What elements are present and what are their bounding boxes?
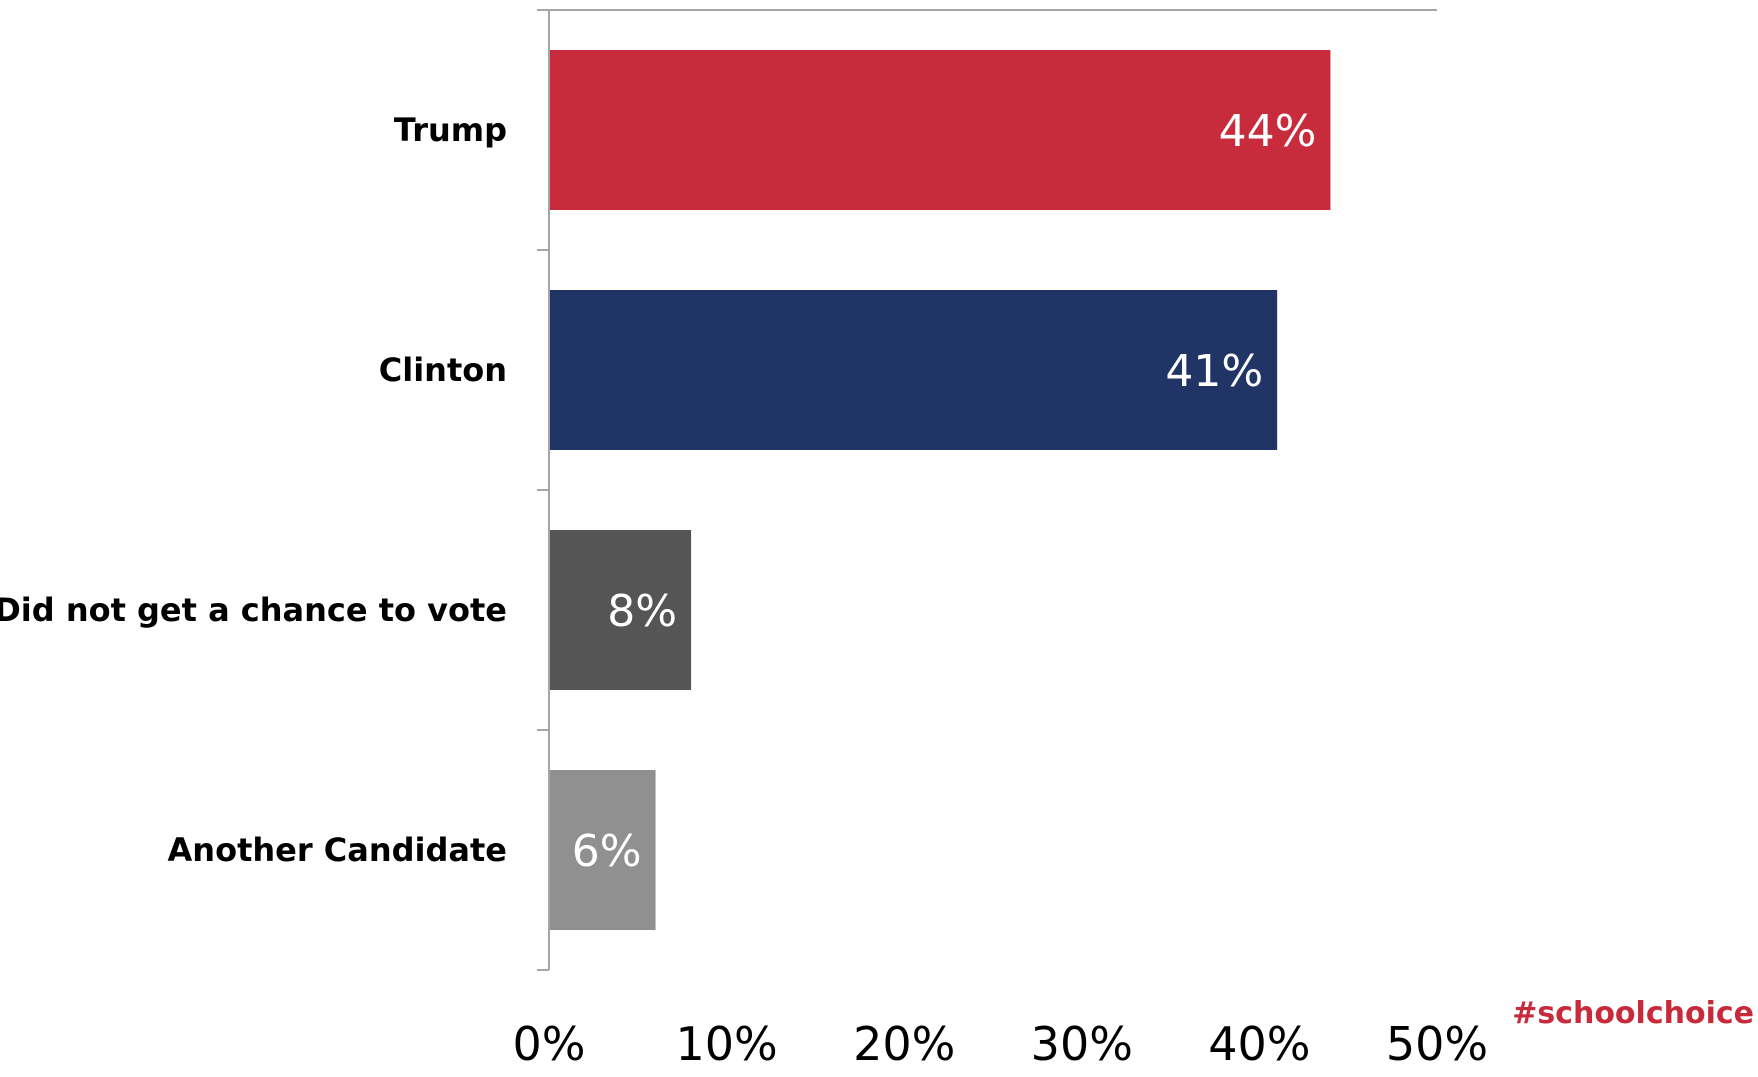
category-label: Clinton xyxy=(379,351,507,389)
bar xyxy=(549,290,1278,450)
x-tick-label: 10% xyxy=(675,1017,777,1071)
labels-layer: 44% Trump 41% Clinton 8% Did not get a chance… xyxy=(0,106,1488,1071)
data-label: 8% xyxy=(607,586,677,637)
category-label: Did not get a chance to vote xyxy=(0,591,507,629)
x-tick-label: 50% xyxy=(1386,1017,1488,1071)
x-tick-label: 30% xyxy=(1031,1017,1133,1071)
data-label: 44% xyxy=(1219,106,1317,157)
axis-layer xyxy=(537,9,1437,971)
bar xyxy=(549,770,656,930)
category-label: Trump xyxy=(394,111,507,149)
category-label: Another Candidate xyxy=(168,831,507,869)
bars-layer xyxy=(549,50,1331,930)
bar xyxy=(549,50,1331,210)
data-label: 41% xyxy=(1165,346,1263,397)
bar xyxy=(549,530,692,690)
x-tick-label: 40% xyxy=(1208,1017,1310,1071)
x-tick-label: 20% xyxy=(853,1017,955,1071)
hashtag-label: #schoolchoice xyxy=(1512,996,1754,1031)
data-label: 6% xyxy=(572,826,642,877)
x-tick-label: 0% xyxy=(513,1017,586,1071)
